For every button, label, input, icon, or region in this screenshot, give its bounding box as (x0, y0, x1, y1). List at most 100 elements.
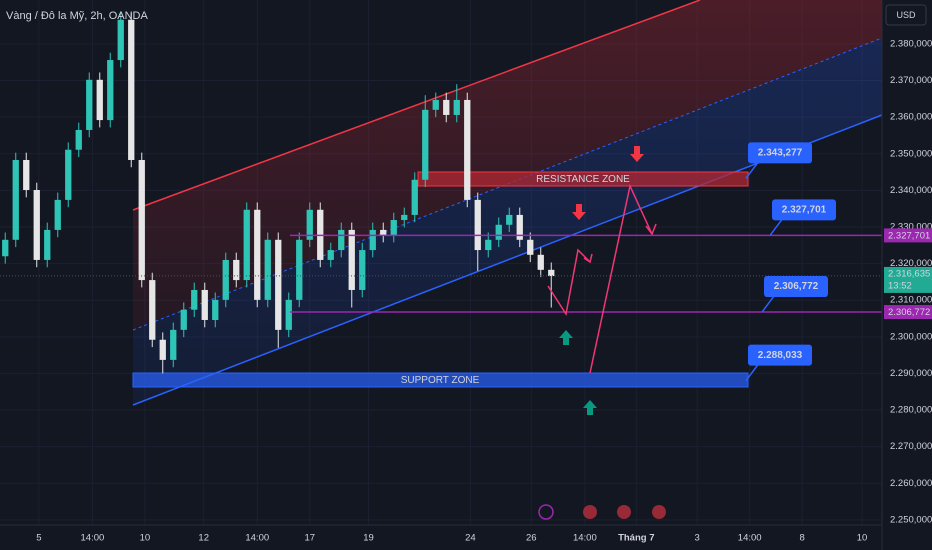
y-tick-label: 2.290,000 (890, 368, 932, 379)
candle-body (12, 159, 19, 240)
candle-body (527, 239, 534, 255)
callout-box (764, 276, 828, 298)
axes: 2.250,000 2.260,000 2.270,000 2.280,000 2.29… (36, 38, 932, 544)
candle-body (506, 214, 513, 225)
candle-body (117, 19, 124, 61)
callout-box (748, 142, 812, 164)
candle-body (464, 99, 471, 200)
x-tick-label: 17 (304, 533, 315, 544)
x-tick-label: 10 (140, 533, 151, 544)
candle-body (54, 199, 61, 230)
level-badge (884, 305, 932, 320)
y-tick-label: 2.330,000 (890, 222, 932, 233)
x-tick-label: 14:00 (738, 533, 762, 544)
level-badge (884, 228, 932, 243)
candle-body (233, 259, 240, 281)
candle-body (401, 214, 408, 221)
projection-arrows (547, 183, 657, 374)
currency: USD (896, 10, 916, 20)
candle-body (275, 239, 282, 330)
y-tick-label: 2.350,000 (890, 148, 932, 159)
y-tick-label: 2.370,000 (890, 75, 932, 86)
zone-label: SUPPORT ZONE (401, 375, 480, 386)
x-tick-label: 26 (526, 533, 537, 544)
candle-body (411, 179, 418, 215)
candle-body (222, 259, 229, 300)
x-tick-label: 19 (363, 533, 374, 544)
y-tick-label: 2.380,000 (890, 38, 932, 49)
candle-body (96, 79, 103, 121)
candle-body (327, 250, 334, 260)
y-tick-label: 2.280,000 (890, 405, 932, 416)
candle-body (243, 209, 250, 281)
candle-body (516, 214, 523, 240)
candle-body (264, 239, 271, 300)
last-price-badge (884, 266, 932, 293)
countdown: 13:52 (888, 280, 912, 291)
y-tick-label: 2.310,000 (890, 295, 932, 306)
callout-label: 2.343,277 (758, 148, 803, 159)
x-tick-label: 14:00 (81, 533, 105, 544)
callout-label: 2.306,772 (774, 281, 819, 292)
candle-body (44, 229, 51, 260)
candle-body (359, 250, 366, 290)
candle-body (380, 229, 387, 236)
x-tick-label: 24 (465, 533, 476, 544)
candle-body (86, 79, 93, 130)
y-tick-label: 2.260,000 (890, 478, 932, 489)
callout-label: 2.327,701 (782, 205, 827, 216)
zone-label: RESISTANCE ZONE (536, 174, 630, 185)
callout-pointer (761, 295, 775, 313)
candle-body (128, 19, 135, 160)
callout-box (748, 344, 812, 366)
candle-body (432, 99, 439, 110)
candle-body (369, 229, 376, 251)
candle-body (306, 209, 313, 240)
resistance-zone (417, 171, 749, 187)
y-tick-label: 2.360,000 (890, 112, 932, 123)
candle-body (180, 309, 187, 330)
x-tick-label: 14:00 (245, 533, 269, 544)
candle-body (485, 239, 492, 251)
candle-body (33, 190, 40, 260)
candle-body (23, 159, 30, 191)
candle-body (254, 209, 261, 300)
callout-pointer (745, 364, 759, 382)
candle-body (390, 220, 397, 236)
candle-body (285, 299, 292, 330)
callout-label: 2.288,033 (758, 350, 803, 361)
candle-body (2, 239, 9, 257)
y-tick-label: 2.320,000 (890, 258, 932, 269)
x-tick-label: 14:00 (573, 533, 597, 544)
candle-body (495, 224, 502, 240)
x-tick-label: 3 (695, 533, 700, 544)
x-tick-label: 10 (857, 533, 868, 544)
candle-body (348, 229, 355, 290)
y-tick-label: 2.300,000 (890, 331, 932, 342)
signal-arrows (559, 146, 644, 415)
candle-body (338, 229, 345, 251)
candle-body (443, 99, 450, 115)
last-price-label: 2.316,635 (888, 268, 930, 279)
candle-body (296, 239, 303, 300)
callout-pointer (769, 218, 783, 236)
event-icons (538, 504, 666, 520)
candle-body (453, 99, 460, 115)
candle-body (474, 199, 481, 251)
x-tick-label: Tháng 7 (618, 533, 654, 544)
candle-body (149, 280, 156, 340)
chart-title: Vàng / Đô la Mỹ, 2h, OANDA (6, 10, 148, 22)
candle-body (65, 149, 72, 200)
callout-pointer (745, 161, 759, 179)
candle-body (422, 109, 429, 180)
candle-body (191, 289, 198, 310)
currency-box (885, 4, 927, 26)
y-tick-label: 2.340,000 (890, 185, 932, 196)
x-tick-label: 5 (36, 533, 41, 544)
y-tick-label: 2.270,000 (890, 441, 932, 452)
level-badge-label: 2.327,701 (888, 230, 930, 241)
candle-body (548, 269, 555, 277)
candle-body (212, 299, 219, 320)
